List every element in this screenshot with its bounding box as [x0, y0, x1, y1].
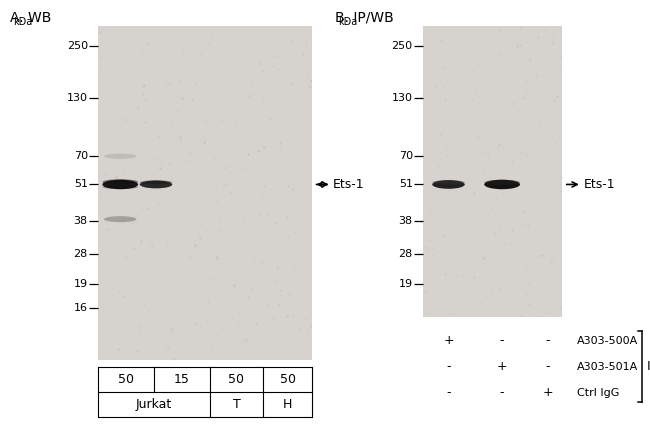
Text: 50: 50 [280, 373, 296, 386]
Text: kDa: kDa [338, 17, 358, 27]
Ellipse shape [140, 181, 172, 188]
Text: 16: 16 [73, 303, 88, 313]
Bar [422, 26, 562, 317]
Text: +: + [443, 334, 454, 347]
Ellipse shape [484, 180, 520, 185]
Ellipse shape [103, 185, 138, 189]
Bar [98, 26, 312, 360]
Text: Jurkat: Jurkat [135, 398, 172, 411]
Text: 50: 50 [228, 373, 244, 386]
Ellipse shape [432, 180, 465, 189]
Text: Ctrl IgG: Ctrl IgG [577, 388, 619, 398]
Text: -: - [500, 334, 504, 347]
Text: 130: 130 [392, 92, 413, 103]
Text: +: + [542, 386, 553, 399]
Text: 38: 38 [398, 216, 413, 227]
Text: Ets-1: Ets-1 [584, 178, 615, 191]
Text: 38: 38 [73, 216, 88, 227]
Ellipse shape [432, 180, 465, 184]
Text: 50: 50 [118, 373, 134, 386]
Text: A. WB: A. WB [10, 11, 51, 25]
Text: 19: 19 [398, 279, 413, 289]
Ellipse shape [103, 180, 138, 189]
Text: -: - [447, 360, 450, 373]
Text: -: - [545, 334, 550, 347]
Text: B. IP/WB: B. IP/WB [335, 11, 393, 25]
Ellipse shape [104, 216, 136, 222]
Text: -: - [500, 386, 504, 399]
Text: 250: 250 [66, 40, 88, 51]
Ellipse shape [484, 180, 520, 189]
Text: A303-501A: A303-501A [577, 362, 638, 372]
Text: 51: 51 [73, 179, 88, 190]
Text: -: - [545, 360, 550, 373]
Text: Ets-1: Ets-1 [333, 178, 365, 191]
Text: 51: 51 [398, 179, 413, 190]
Text: 70: 70 [398, 151, 413, 161]
Text: A303-500A: A303-500A [577, 335, 638, 346]
Text: 28: 28 [73, 249, 88, 259]
Text: T: T [233, 398, 240, 411]
Text: -: - [447, 386, 450, 399]
Text: H: H [283, 398, 292, 411]
Text: 28: 28 [398, 249, 413, 259]
Text: +: + [497, 360, 508, 373]
Ellipse shape [140, 181, 172, 184]
Ellipse shape [103, 179, 138, 184]
Ellipse shape [104, 154, 136, 159]
Text: 15: 15 [174, 373, 190, 386]
Text: kDa: kDa [13, 17, 32, 27]
Text: 250: 250 [391, 40, 413, 51]
Text: IP: IP [647, 360, 650, 373]
Text: 70: 70 [73, 151, 88, 161]
Text: 130: 130 [67, 92, 88, 103]
Text: 19: 19 [73, 279, 88, 289]
